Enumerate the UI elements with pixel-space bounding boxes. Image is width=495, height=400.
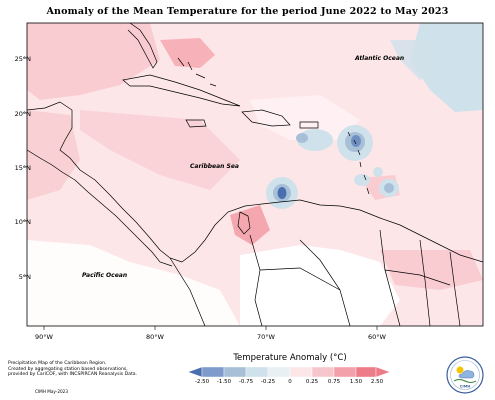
cool-patch xyxy=(277,187,287,199)
legend-tick: -2.50 xyxy=(194,379,210,385)
legend-title: Temperature Anomaly (°C) xyxy=(233,353,347,363)
warm-patch xyxy=(160,38,215,68)
legend-tick: 0.75 xyxy=(327,379,341,385)
lat-label: 10°N xyxy=(14,218,31,226)
cool-patch xyxy=(351,135,361,147)
cool-patch xyxy=(373,167,383,177)
axis-ticks xyxy=(23,57,378,330)
colorbar-segment xyxy=(375,366,391,378)
colorbar-segment xyxy=(267,366,291,378)
colorbar-segment xyxy=(187,366,203,378)
lat-label: 15°N xyxy=(14,164,31,172)
legend-tick: 1.50 xyxy=(349,379,363,385)
neutral-patch xyxy=(27,240,240,326)
map-border xyxy=(26,22,484,327)
legend-tick: -0.25 xyxy=(260,379,276,385)
ocean-label-caribbean: Caribbean Sea xyxy=(190,163,239,170)
colorbar-segment xyxy=(333,366,357,378)
cool-patch xyxy=(296,133,308,143)
lat-label: 5°N xyxy=(18,273,31,281)
warm-patch xyxy=(27,23,160,100)
colorbar-segment xyxy=(223,366,247,378)
credit-text: CIMH May-2023 xyxy=(35,389,69,394)
colorbar-segment xyxy=(201,366,225,378)
colorbar-segment xyxy=(355,366,377,378)
colorbar-segment xyxy=(245,366,269,378)
colorbar-segment xyxy=(311,366,335,378)
coastlines xyxy=(27,23,483,326)
warm-patch xyxy=(380,250,483,290)
cool-patch xyxy=(384,183,394,193)
legend-tick: 0 xyxy=(288,379,292,385)
cimh-logo-icon: CIMH xyxy=(446,356,484,394)
colorbar xyxy=(187,366,391,378)
footnote-line: Created by aggregating station based obs… xyxy=(8,366,128,372)
lon-label: 60°W xyxy=(368,333,386,341)
footnote: Precipitation Map of the Caribbean Regio… xyxy=(8,361,168,378)
warm-patch xyxy=(230,205,270,245)
lat-label: 25°N xyxy=(14,55,31,63)
ocean-label-pacific: Pacific Ocean xyxy=(82,272,128,279)
footnote-line: Precipitation Map of the Caribbean Regio… xyxy=(8,361,107,366)
cool-patch xyxy=(390,40,440,80)
legend-tick: -1.50 xyxy=(216,379,232,385)
colorbar-segment xyxy=(289,366,313,378)
legend-tick: 2.50 xyxy=(370,379,384,385)
legend-tick: 0.25 xyxy=(305,379,319,385)
lat-label: 20°N xyxy=(14,110,31,118)
warm-patch xyxy=(27,110,80,200)
neutral-patch xyxy=(250,95,360,140)
warm-patch xyxy=(80,110,240,190)
lon-label: 90°W xyxy=(35,333,53,341)
footnote-line: provided by CariCOF, with INCSPIRCAN Rea… xyxy=(8,372,138,378)
ocean-label-atlantic: Atlantic Ocean xyxy=(355,55,405,62)
lon-label: 80°W xyxy=(146,333,164,341)
neutral-patch xyxy=(240,245,400,326)
lon-label: 70°W xyxy=(257,333,275,341)
map-title: Anomaly of the Mean Temperature for the … xyxy=(46,6,449,17)
cool-patch xyxy=(354,174,370,186)
logo-text: CIMH xyxy=(460,385,471,389)
legend-tick: -0.75 xyxy=(238,379,254,385)
